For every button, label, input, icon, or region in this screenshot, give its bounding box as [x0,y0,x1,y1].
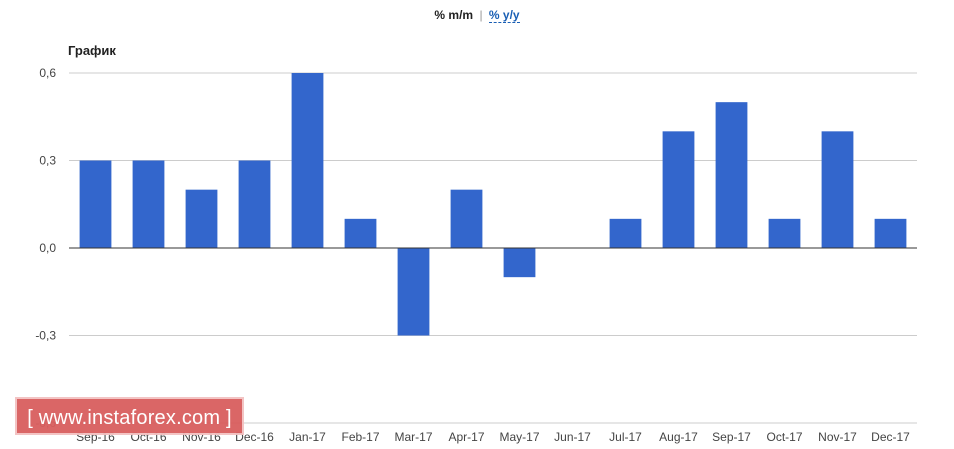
bar-may-17[interactable] [503,248,536,278]
bar-dec-17[interactable] [874,218,907,248]
y-tick-label: -0,3 [35,329,56,343]
x-tick-label: Sep-17 [712,430,751,444]
mode-separator: | [479,8,483,22]
chart-title: График [68,43,116,58]
bar-dec-16[interactable] [238,160,271,249]
bar-sep-16[interactable] [79,160,112,249]
bar-apr-17[interactable] [450,189,483,248]
bar-aug-17[interactable] [662,131,695,248]
bar-jan-17[interactable] [291,73,324,248]
x-tick-label: Feb-17 [341,430,379,444]
x-tick-label: Dec-17 [871,430,910,444]
x-tick-label: Aug-17 [659,430,698,444]
x-tick-label: Dec-16 [235,430,274,444]
x-tick-label: Nov-17 [818,430,857,444]
bar-oct-16[interactable] [132,160,165,249]
y-tick-label: 0,6 [39,66,56,80]
bar-nov-16[interactable] [185,189,218,248]
bar-mar-17[interactable] [397,248,430,336]
bar-oct-17[interactable] [768,218,801,248]
bar-jul-17[interactable] [609,218,642,248]
x-tick-label: Jul-17 [609,430,642,444]
x-tick-label: May-17 [499,430,539,444]
mode-yy-link[interactable]: % y/y [488,8,520,23]
bar-feb-17[interactable] [344,218,377,248]
y-tick-label: 0,0 [39,241,56,255]
watermark-logo: [ www.instaforex.com ] [15,397,244,435]
y-tick-label: 0,3 [39,154,56,168]
bar-nov-17[interactable] [821,131,854,248]
mode-mm-label[interactable]: % m/m [434,8,474,22]
x-tick-label: Jun-17 [554,430,591,444]
bar-sep-17[interactable] [715,102,748,249]
x-tick-label: Mar-17 [394,430,432,444]
x-tick-label: Jan-17 [289,430,326,444]
x-tick-label: Oct-17 [766,430,802,444]
mode-toggle: % m/m | % y/y [0,8,954,23]
x-tick-label: Apr-17 [448,430,484,444]
